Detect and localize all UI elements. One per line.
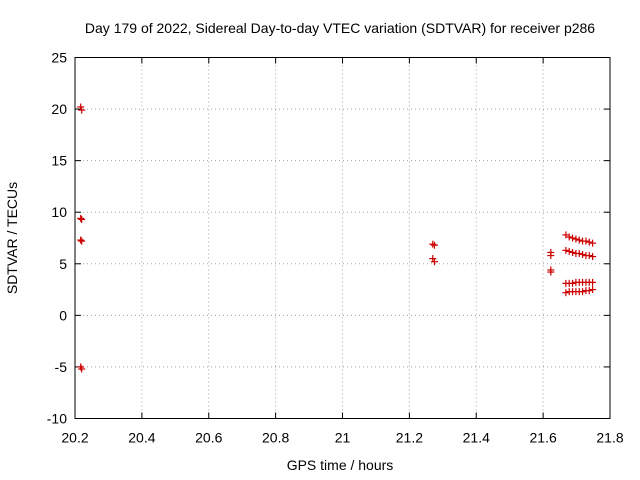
data-point — [429, 240, 437, 248]
data-point — [569, 279, 577, 287]
x-axis-label: GPS time / hours — [287, 457, 394, 473]
plot-frame — [74, 57, 611, 419]
data-point — [585, 252, 593, 260]
data-point — [589, 286, 597, 294]
x-tick-label: 21.2 — [396, 430, 423, 446]
data-point — [585, 238, 593, 246]
grid-lines — [75, 57, 610, 419]
data-point — [585, 287, 593, 295]
x-tick-label: 20.6 — [195, 430, 222, 446]
data-point — [589, 253, 597, 261]
data-points — [77, 103, 597, 373]
data-point — [589, 239, 597, 247]
data-point — [78, 365, 86, 373]
data-point — [77, 214, 85, 222]
data-point — [589, 278, 597, 286]
data-point — [575, 249, 583, 257]
x-tick-label: 21.8 — [596, 430, 623, 446]
data-point — [575, 236, 583, 244]
y-axis-label: SDTVAR / TECUs — [4, 182, 20, 294]
x-tick-label: 21.6 — [530, 430, 557, 446]
y-tick-label: -10 — [47, 411, 67, 427]
data-point — [77, 103, 85, 111]
y-tick-label: 15 — [51, 153, 67, 169]
x-tick-label: 20.2 — [61, 430, 88, 446]
y-tick-label: 5 — [59, 256, 67, 272]
y-tick-labels: -10 -5 0 5 10 15 20 25 — [47, 50, 67, 427]
data-point — [78, 215, 86, 223]
data-point — [78, 237, 86, 245]
y-tick-label: -5 — [55, 359, 68, 375]
data-point — [547, 252, 555, 260]
x-tick-label: 20.8 — [262, 430, 289, 446]
data-point — [565, 247, 573, 255]
data-point — [78, 106, 86, 114]
data-point — [572, 235, 580, 243]
y-tick-label: 25 — [51, 50, 67, 66]
data-point — [579, 288, 587, 296]
chart-title: Day 179 of 2022, Sidereal Day-to-day VTE… — [85, 20, 595, 36]
data-point — [547, 268, 555, 276]
data-point — [579, 251, 587, 259]
x-tick-labels: 20.2 20.4 20.6 20.8 21 21.2 21.4 21.6 21.8 — [61, 430, 623, 446]
data-point — [569, 248, 577, 256]
y-tick-label: 10 — [51, 204, 67, 220]
data-point — [562, 289, 570, 297]
data-point — [562, 246, 570, 254]
data-point — [77, 236, 85, 244]
data-point — [569, 234, 577, 242]
x-tick-label: 21 — [335, 430, 351, 446]
data-point — [429, 255, 437, 263]
data-point — [582, 237, 590, 245]
x-tick-label: 21.4 — [463, 430, 490, 446]
y-tick-label: 20 — [51, 101, 67, 117]
data-point — [430, 241, 438, 249]
y-tick-label: 0 — [59, 307, 67, 323]
data-point — [565, 233, 573, 241]
data-point — [430, 258, 438, 266]
x-tick-label: 20.4 — [128, 430, 155, 446]
